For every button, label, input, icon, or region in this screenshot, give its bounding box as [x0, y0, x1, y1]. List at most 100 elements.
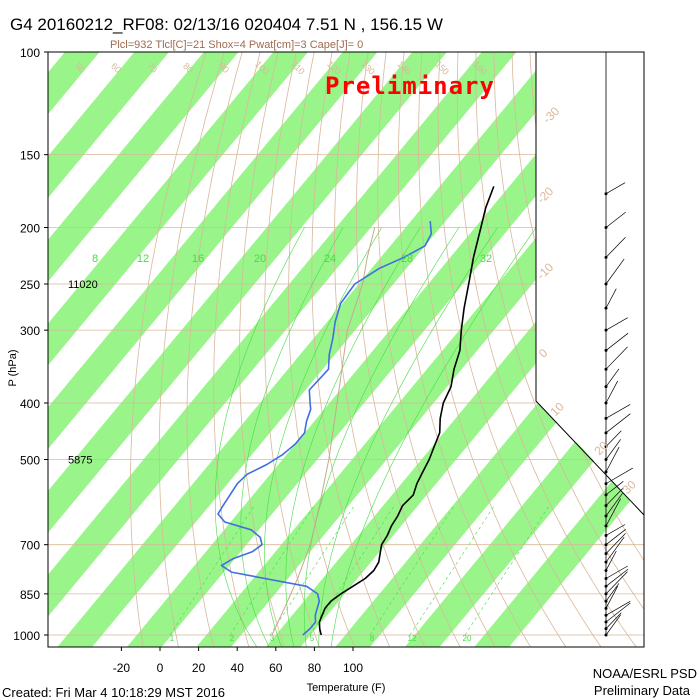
dry-adiabat	[377, 52, 496, 647]
x-tick-label: 20	[192, 661, 206, 675]
wind-barb	[605, 481, 624, 496]
wind-barb	[605, 583, 620, 602]
mixing-ratio-line	[369, 505, 455, 636]
dry-adiabat	[130, 52, 207, 647]
wind-barb	[605, 258, 625, 285]
dry-adiabat	[397, 52, 532, 647]
mixing-ratio-label: 12	[408, 634, 417, 643]
y-tick-label: 200	[20, 222, 40, 236]
x-tick-label: -20	[113, 661, 131, 675]
wind-barb	[605, 446, 620, 473]
dry-adiabat	[288, 52, 355, 647]
wind-profile	[604, 52, 633, 637]
isotherm-band	[48, 52, 309, 366]
x-tick-label: 40	[231, 661, 245, 675]
mixing-ratio-label: 2	[230, 634, 235, 643]
moist-adiabat-label: 16	[192, 253, 204, 265]
credit-line-1: NOAA/ESRL PSD	[593, 666, 697, 681]
dry-adiabat	[418, 52, 567, 647]
dewpoint-line	[217, 221, 433, 636]
wind-barb	[605, 571, 628, 595]
dry-adiabat	[475, 52, 644, 610]
y-tick-label: 150	[20, 149, 40, 163]
x-tick-label: 100	[343, 661, 363, 675]
parcel-path	[271, 227, 376, 636]
y-tick-label: 400	[20, 397, 40, 411]
dry-adiabat	[213, 52, 261, 647]
wind-barb	[605, 602, 631, 623]
mixing-ratio-line	[309, 505, 395, 636]
isotherm-band	[196, 107, 644, 647]
x-tick-label: 80	[308, 661, 322, 675]
y-tick-label: 850	[20, 588, 40, 602]
chart-title: G4 20160212_RF08: 02/13/16 020404 7.51 N…	[10, 15, 443, 34]
isotherm-band	[48, 52, 517, 617]
wind-barb	[605, 211, 626, 228]
moist-adiabat-label: 24	[324, 253, 336, 265]
moist-adiabat-label: 28	[401, 253, 413, 265]
wind-barb	[605, 614, 621, 636]
moist-adiabat	[240, 227, 344, 647]
mixing-ratio-line	[229, 505, 315, 636]
wind-barb	[605, 586, 619, 609]
wind-barb	[605, 288, 617, 309]
mixing-ratio-line	[409, 505, 495, 636]
wind-barb	[605, 529, 626, 545]
isotherm-band	[48, 52, 170, 198]
created-timestamp: Created: Fri Mar 4 10:18:29 MST 2016	[2, 685, 225, 700]
isotherm-band	[48, 52, 448, 533]
wind-barb	[605, 317, 628, 331]
moist-adiabat	[285, 227, 421, 647]
isotherm-band	[48, 52, 378, 450]
isotherm-band	[48, 52, 100, 115]
sounding-series	[217, 186, 495, 636]
dry-adiabat	[158, 52, 225, 647]
wind-barb	[605, 600, 631, 616]
y-tick-label: 250	[20, 278, 40, 292]
moist-adiabat-label: 12	[137, 253, 149, 265]
mixing-ratio-label: 3	[270, 634, 275, 643]
chart-subtitle: Plcl=932 Tlcl[C]=21 Shox=4 Pwat[cm]=3 Ca…	[110, 39, 363, 51]
wind-barb	[605, 565, 628, 579]
wind-barb	[605, 236, 626, 258]
isotherm-band	[57, 52, 586, 647]
wind-barb	[605, 368, 620, 387]
wind-barb	[605, 430, 622, 447]
x-tick-label: 0	[157, 661, 164, 675]
preliminary-stamp: Preliminary	[325, 72, 495, 100]
dry-adiabat	[355, 52, 461, 647]
y-tick-label: 500	[20, 454, 40, 468]
wind-barb	[605, 380, 619, 404]
wind-barb	[605, 493, 623, 517]
y-tick-label: 700	[20, 539, 40, 553]
mixing-ratio-lines: 1 2 3 5 8 12 20	[169, 505, 550, 643]
dry-adiabat	[456, 52, 637, 647]
y-axis-label: P (hPa)	[7, 349, 19, 386]
mixing-ratio-label: 1	[170, 634, 175, 643]
plot-frame	[47, 51, 645, 648]
dry-adiabat	[311, 52, 391, 647]
y-tick-label: 1000	[13, 629, 40, 643]
moist-adiabat-label: 32	[480, 253, 492, 265]
wind-panel-background	[535, 52, 644, 516]
wind-panel-border	[535, 52, 644, 516]
wind-barb	[605, 536, 625, 563]
mixing-ratio-label: 5	[310, 634, 315, 643]
mixing-ratio-label: 8	[370, 634, 375, 643]
wind-barb	[605, 568, 629, 587]
wind-barb	[605, 498, 621, 527]
wind-barb	[605, 404, 631, 419]
mixing-ratio-label: 20	[463, 634, 472, 643]
height-label: 11020	[68, 279, 98, 291]
credit-line-2: Preliminary Data	[594, 683, 691, 698]
wind-barb	[605, 182, 626, 194]
moist-adiabat	[318, 227, 498, 647]
parcel-line	[271, 227, 376, 636]
temperature-line	[318, 186, 495, 636]
wind-barb	[605, 533, 626, 554]
dry-adiabat	[239, 52, 285, 647]
wind-barb	[605, 332, 629, 351]
wind-barb	[605, 524, 626, 536]
plot-area: 1 2 3 5 8 12 20	[48, 52, 644, 647]
